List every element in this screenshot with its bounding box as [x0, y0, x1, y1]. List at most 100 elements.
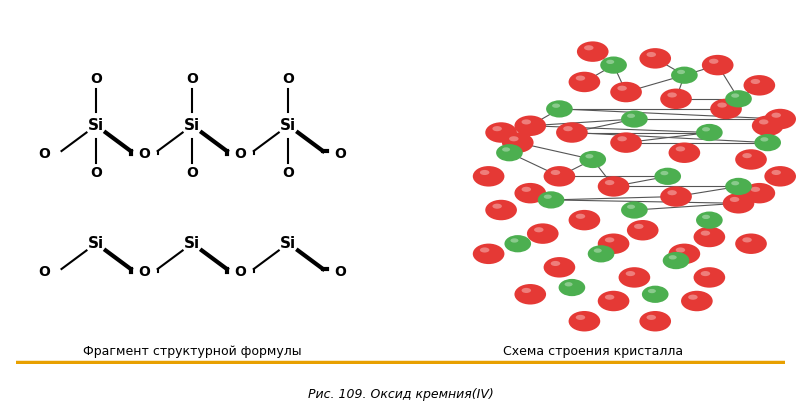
- Ellipse shape: [521, 187, 531, 192]
- Ellipse shape: [586, 154, 594, 158]
- Ellipse shape: [485, 122, 517, 143]
- Text: O: O: [91, 72, 102, 85]
- Ellipse shape: [502, 147, 510, 152]
- Ellipse shape: [764, 109, 796, 129]
- Ellipse shape: [743, 153, 752, 158]
- Ellipse shape: [594, 248, 602, 253]
- Ellipse shape: [642, 286, 669, 303]
- Ellipse shape: [521, 119, 531, 125]
- Text: O: O: [235, 266, 246, 279]
- Ellipse shape: [552, 104, 560, 108]
- Ellipse shape: [755, 134, 781, 151]
- Ellipse shape: [669, 143, 700, 163]
- Text: Si: Si: [184, 236, 200, 251]
- Text: Si: Si: [88, 236, 104, 251]
- Text: Схема строения кристалла: Схема строения кристалла: [503, 345, 682, 358]
- Ellipse shape: [654, 168, 681, 185]
- Ellipse shape: [671, 67, 698, 84]
- Ellipse shape: [527, 223, 558, 244]
- Text: O: O: [38, 148, 50, 162]
- Ellipse shape: [618, 267, 650, 288]
- Ellipse shape: [760, 137, 768, 141]
- Ellipse shape: [510, 238, 518, 242]
- Ellipse shape: [505, 235, 531, 252]
- Ellipse shape: [598, 291, 630, 311]
- Ellipse shape: [660, 186, 692, 207]
- Text: O: O: [334, 266, 346, 279]
- Ellipse shape: [688, 295, 698, 300]
- Ellipse shape: [667, 92, 677, 97]
- Ellipse shape: [627, 205, 635, 209]
- Ellipse shape: [626, 271, 635, 276]
- Text: O: O: [334, 148, 346, 162]
- Ellipse shape: [514, 284, 546, 305]
- Text: Si: Si: [280, 236, 296, 251]
- Ellipse shape: [509, 136, 518, 141]
- Ellipse shape: [565, 282, 573, 286]
- Ellipse shape: [534, 227, 544, 232]
- Ellipse shape: [677, 70, 685, 74]
- Ellipse shape: [694, 267, 725, 288]
- Ellipse shape: [702, 127, 710, 132]
- Ellipse shape: [669, 244, 700, 264]
- Ellipse shape: [646, 315, 656, 320]
- Ellipse shape: [605, 180, 614, 185]
- Ellipse shape: [521, 288, 531, 293]
- Ellipse shape: [694, 227, 725, 247]
- Ellipse shape: [725, 90, 752, 107]
- Ellipse shape: [606, 60, 614, 64]
- Ellipse shape: [598, 233, 630, 254]
- Ellipse shape: [743, 75, 775, 96]
- Ellipse shape: [621, 201, 648, 219]
- Ellipse shape: [576, 315, 586, 320]
- Text: Si: Si: [88, 118, 104, 133]
- Ellipse shape: [556, 122, 588, 143]
- Ellipse shape: [669, 255, 677, 259]
- Ellipse shape: [600, 56, 627, 74]
- Text: Рис. 109. Оксид кремния(IV): Рис. 109. Оксид кремния(IV): [308, 388, 493, 401]
- Ellipse shape: [676, 247, 685, 252]
- Ellipse shape: [537, 191, 565, 208]
- Text: O: O: [139, 148, 150, 162]
- Text: O: O: [187, 166, 198, 180]
- Ellipse shape: [584, 45, 594, 50]
- Ellipse shape: [569, 311, 600, 332]
- Ellipse shape: [610, 132, 642, 153]
- Ellipse shape: [493, 203, 502, 209]
- Ellipse shape: [473, 166, 505, 187]
- Ellipse shape: [634, 224, 643, 229]
- Ellipse shape: [751, 187, 760, 192]
- Ellipse shape: [743, 237, 752, 242]
- Ellipse shape: [563, 126, 573, 131]
- Ellipse shape: [618, 136, 627, 141]
- Ellipse shape: [551, 170, 560, 175]
- Ellipse shape: [660, 171, 668, 175]
- Text: O: O: [38, 266, 50, 279]
- Ellipse shape: [551, 261, 560, 266]
- Text: O: O: [283, 166, 294, 180]
- Ellipse shape: [496, 144, 523, 162]
- Ellipse shape: [731, 181, 739, 185]
- Text: O: O: [283, 72, 294, 85]
- Ellipse shape: [485, 200, 517, 220]
- Ellipse shape: [743, 183, 775, 203]
- Ellipse shape: [709, 59, 718, 64]
- Ellipse shape: [598, 176, 630, 197]
- Ellipse shape: [646, 52, 656, 57]
- Ellipse shape: [725, 178, 752, 195]
- Ellipse shape: [764, 166, 796, 187]
- Ellipse shape: [493, 126, 502, 131]
- Ellipse shape: [610, 82, 642, 102]
- Text: O: O: [139, 266, 150, 279]
- Ellipse shape: [696, 124, 723, 141]
- Ellipse shape: [514, 115, 546, 136]
- Ellipse shape: [579, 151, 606, 168]
- Ellipse shape: [480, 247, 489, 252]
- Ellipse shape: [473, 244, 505, 264]
- Ellipse shape: [771, 170, 781, 175]
- Ellipse shape: [577, 42, 609, 62]
- Ellipse shape: [588, 245, 614, 263]
- Ellipse shape: [676, 146, 685, 151]
- Ellipse shape: [544, 194, 552, 199]
- Ellipse shape: [660, 88, 692, 109]
